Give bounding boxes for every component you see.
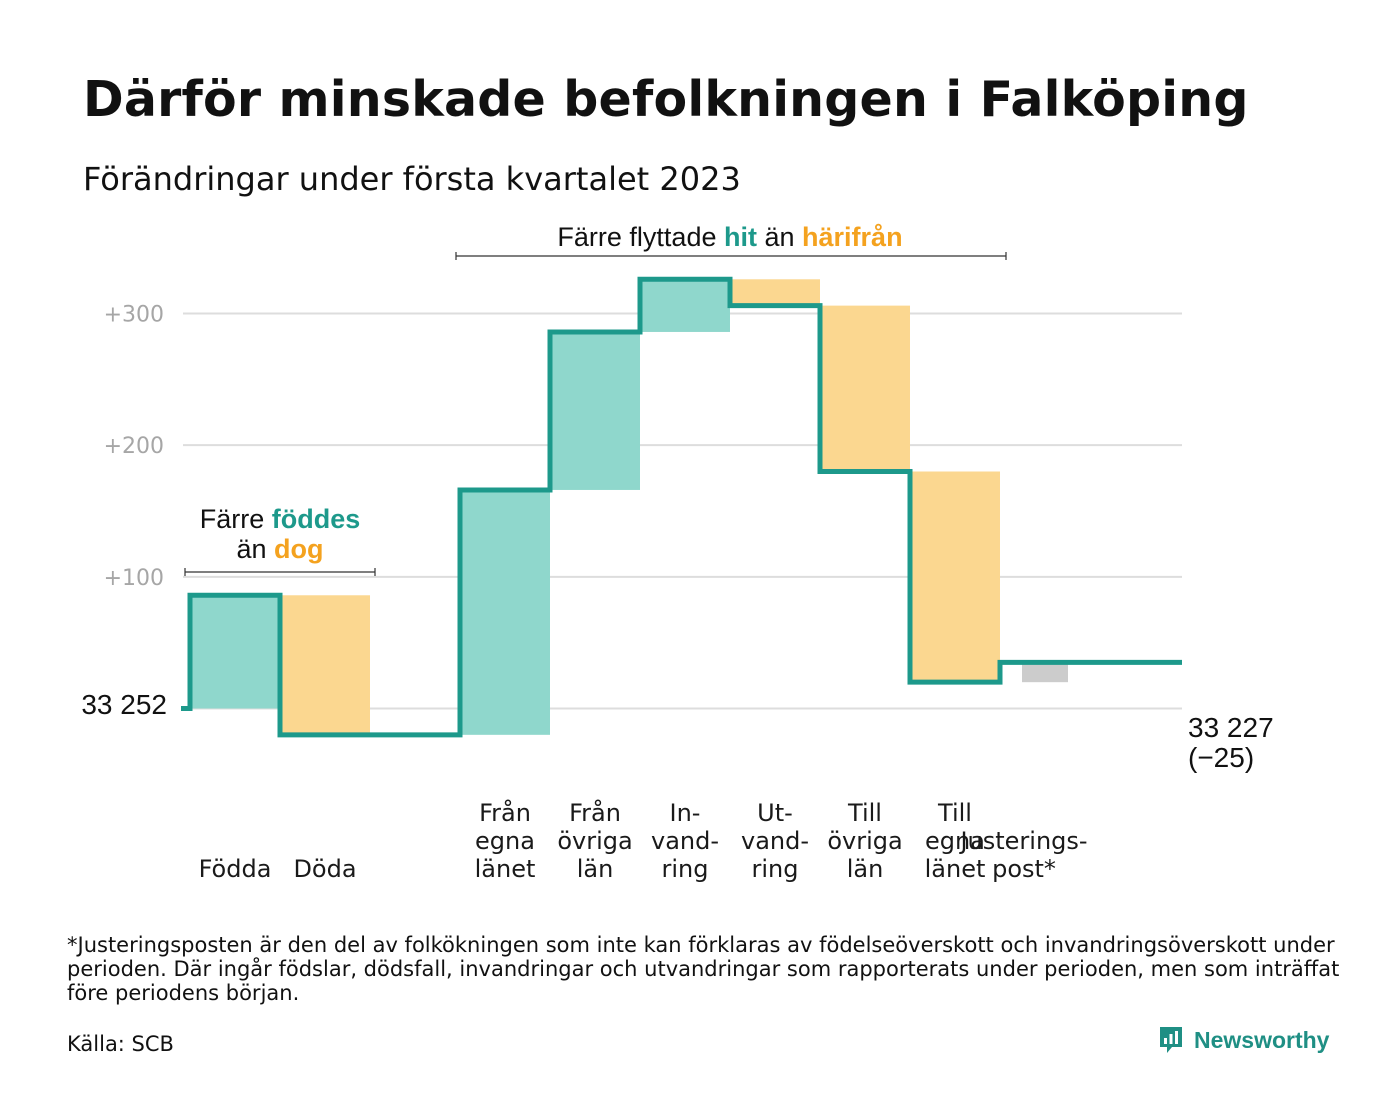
bar-outflow	[730, 279, 820, 306]
category-label: In-vand-ring	[651, 799, 719, 883]
moves-annotation-mid: än	[757, 222, 802, 252]
brand[interactable]: Newsworthy	[1158, 1025, 1329, 1055]
births-annotation-line1: Färre föddes	[200, 504, 361, 534]
births-bracket	[184, 568, 376, 576]
moves-annotation-hit: hit	[724, 222, 757, 252]
births-annotation-line2: än dog	[236, 534, 323, 564]
category-label: Till egna länet	[925, 799, 986, 883]
footnote: *Justeringsposten är den del av folkökni…	[67, 933, 1340, 1005]
category-label: Till övriga län	[827, 799, 902, 883]
bar-inflow	[460, 489, 550, 735]
end-value-label: 33 227	[1188, 712, 1274, 743]
category-label: Födda	[199, 855, 272, 883]
deaths-annotation-highlight: dog	[274, 534, 323, 564]
births-annotation: Färre föddes än dog	[184, 504, 376, 576]
births-annotation-highlight: föddes	[272, 504, 361, 534]
source-label: Källa: SCB	[67, 1032, 174, 1056]
bar-inflow	[550, 331, 640, 490]
category-label: Ut-vand-ring	[741, 799, 809, 883]
brand-name: Newsworthy	[1194, 1026, 1330, 1053]
bar-inflow	[190, 595, 280, 709]
category-label: Från egna länet	[475, 798, 536, 883]
y-tick-label: +100	[104, 566, 164, 591]
population-level-line	[181, 276, 1182, 738]
newsworthy-logo-icon	[1160, 1027, 1182, 1053]
y-tick-label: +300	[104, 303, 164, 328]
category-label: Från övriga län	[557, 798, 632, 883]
moves-annotation: Färre flyttade hit än härifrån	[455, 222, 1007, 260]
start-value-label: 33 252	[81, 689, 167, 720]
waterfall-chart: +100 +200 +300 Födda Döda Från egna länet Från ö…	[81, 222, 1274, 883]
category-label: Justerings-post*	[958, 827, 1087, 883]
chart-subtitle: Förändringar under första kvartalet 2023	[83, 160, 741, 198]
deaths-annotation-pre: än	[236, 534, 274, 564]
bar-inflow	[640, 279, 730, 332]
bar-outflow	[910, 471, 1000, 683]
y-tick-label: +200	[104, 434, 164, 459]
bar-adjustment	[1022, 662, 1068, 683]
y-axis-ticks: +100 +200 +300	[104, 303, 164, 591]
category-labels: Födda Döda Från egna länet Från övriga län In-va…	[199, 798, 1088, 883]
births-annotation-pre: Färre	[200, 504, 272, 534]
bars	[190, 279, 1068, 735]
moves-bracket	[455, 252, 1007, 260]
moves-annotation-harifran: härifrån	[802, 222, 903, 252]
chart-title: Därför minskade befolkningen i Falköping	[83, 71, 1249, 128]
end-change-label: (−25)	[1188, 742, 1254, 773]
category-label: Döda	[293, 855, 356, 883]
moves-annotation-text: Färre flyttade hit än härifrån	[557, 222, 902, 252]
moves-annotation-pre: Färre flyttade	[557, 222, 724, 252]
bar-outflow	[280, 595, 370, 735]
bar-outflow	[820, 305, 910, 472]
